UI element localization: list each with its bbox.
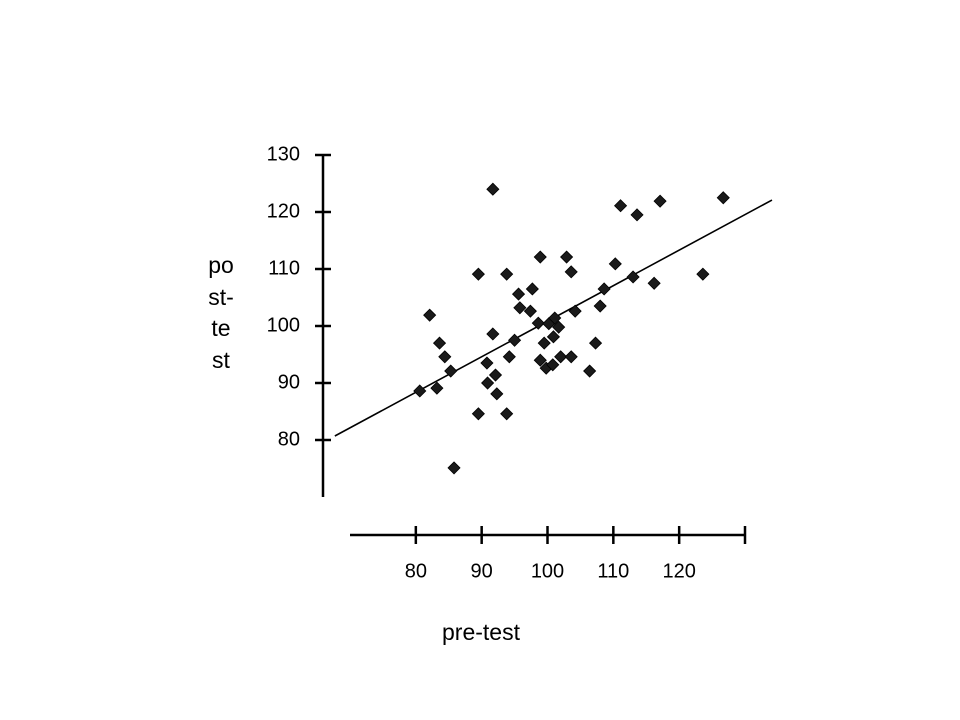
- y-tick-label: 100: [267, 314, 300, 336]
- point: [432, 336, 447, 350]
- point: [608, 257, 622, 271]
- point: [508, 333, 522, 347]
- point: [552, 320, 566, 334]
- point: [481, 376, 495, 390]
- y-tick-label: 110: [268, 257, 300, 279]
- point: [486, 182, 500, 196]
- point: [546, 330, 560, 344]
- point: [486, 327, 500, 341]
- point: [500, 407, 514, 421]
- point: [597, 282, 611, 296]
- point: [626, 270, 640, 284]
- point: [564, 350, 578, 364]
- point: [647, 276, 661, 290]
- x-tick-label: 90: [471, 560, 493, 582]
- y-tick-label: 130: [267, 143, 300, 165]
- y-tick-label: 80: [278, 428, 300, 450]
- point: [513, 301, 527, 315]
- point: [500, 267, 514, 281]
- point: [630, 208, 644, 222]
- x-tick-label: 110: [597, 560, 629, 582]
- point: [413, 384, 427, 398]
- x-axis-label: pre-test: [442, 619, 521, 645]
- point: [480, 356, 494, 370]
- point: [548, 311, 562, 325]
- point: [614, 199, 628, 213]
- x-tick-label: 120: [662, 560, 695, 582]
- point: [554, 350, 568, 364]
- point: [533, 250, 547, 264]
- point: [447, 461, 461, 475]
- point: [444, 364, 458, 378]
- point: [502, 350, 516, 364]
- x-tick-label: 100: [531, 560, 564, 582]
- point: [525, 282, 539, 296]
- point: [488, 368, 503, 382]
- point: [560, 250, 574, 264]
- point: [490, 387, 504, 401]
- point: [546, 358, 560, 372]
- x-tick-label: 80: [405, 560, 427, 582]
- point: [568, 304, 582, 318]
- point: [533, 353, 547, 367]
- point: [430, 381, 444, 395]
- point: [531, 316, 545, 330]
- point: [438, 350, 452, 364]
- y-tick-label: 120: [267, 200, 300, 222]
- point: [537, 336, 551, 350]
- point: [511, 287, 526, 301]
- point: [716, 191, 730, 205]
- point: [696, 267, 710, 281]
- y-tick-label: 90: [278, 371, 300, 393]
- y-axis-label: post-test: [208, 252, 234, 373]
- point: [423, 308, 437, 322]
- point: [593, 299, 607, 313]
- point: [583, 364, 597, 378]
- point: [588, 336, 603, 350]
- point: [564, 265, 578, 279]
- point: [471, 407, 485, 421]
- point: [471, 267, 485, 281]
- point: [653, 194, 667, 208]
- point: [523, 304, 537, 318]
